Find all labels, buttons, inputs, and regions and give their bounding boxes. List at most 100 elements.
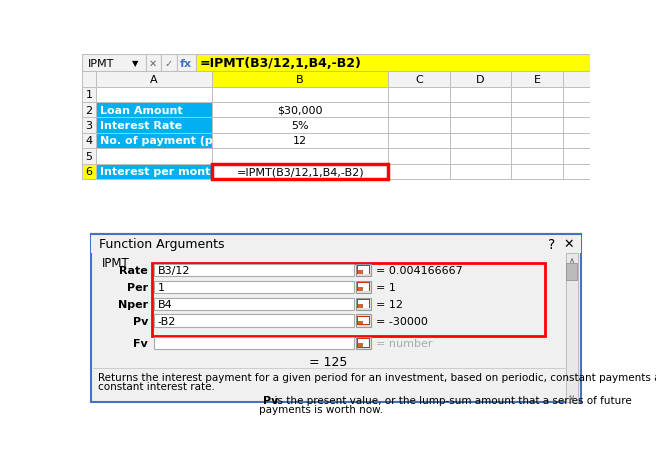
Bar <box>450 72 510 87</box>
Text: ∧: ∧ <box>569 255 575 264</box>
Bar <box>356 298 371 310</box>
Bar <box>450 134 510 149</box>
Bar <box>154 264 354 276</box>
Text: = 12: = 12 <box>376 299 403 309</box>
Bar <box>510 164 564 179</box>
Bar <box>358 339 369 347</box>
Text: 1: 1 <box>85 90 92 100</box>
Bar <box>510 149 564 164</box>
Bar <box>358 287 363 291</box>
Bar <box>96 72 212 87</box>
Bar <box>96 134 212 149</box>
Bar <box>565 253 578 403</box>
Bar <box>510 72 564 87</box>
Text: ✕: ✕ <box>564 238 574 251</box>
Bar <box>357 282 369 292</box>
Bar <box>564 164 590 179</box>
Text: Pv: Pv <box>262 395 278 405</box>
Bar <box>564 118 590 134</box>
Bar <box>96 149 212 164</box>
Text: ?: ? <box>548 237 555 251</box>
Text: 3: 3 <box>85 121 92 131</box>
Bar <box>566 263 577 280</box>
Bar <box>564 87 590 103</box>
Bar <box>357 339 369 348</box>
Text: = number: = number <box>376 338 432 348</box>
Text: 4: 4 <box>85 136 92 146</box>
Bar <box>212 164 388 179</box>
Bar <box>564 149 590 164</box>
Text: =IPMT(B3/12,1,B4,-B2): =IPMT(B3/12,1,B4,-B2) <box>200 57 361 70</box>
Text: D: D <box>476 75 485 84</box>
Bar <box>154 337 354 349</box>
Text: -B2: -B2 <box>158 316 176 326</box>
Bar <box>510 118 564 134</box>
Bar <box>357 266 369 275</box>
Text: E: E <box>533 75 541 84</box>
Text: Nper: Nper <box>117 299 148 309</box>
Text: Fv: Fv <box>133 338 148 348</box>
Bar <box>450 103 510 118</box>
Bar <box>212 149 388 164</box>
Bar <box>564 103 590 118</box>
Text: ✕: ✕ <box>149 59 157 68</box>
Bar <box>510 103 564 118</box>
Bar <box>212 118 388 134</box>
Bar <box>212 164 388 179</box>
Bar <box>91 235 581 253</box>
Text: $30,000: $30,000 <box>277 106 323 115</box>
Text: is the present value, or the lump-sum amount that a series of future: is the present value, or the lump-sum am… <box>268 395 632 405</box>
Text: 1: 1 <box>158 282 165 292</box>
Bar <box>388 134 450 149</box>
Bar <box>152 263 545 336</box>
Text: 2: 2 <box>85 106 92 115</box>
Bar <box>388 149 450 164</box>
Bar <box>388 164 450 179</box>
Bar <box>388 72 450 87</box>
Text: payments is worth now.: payments is worth now. <box>258 404 382 414</box>
Bar <box>96 87 212 103</box>
Text: fx: fx <box>180 59 192 68</box>
Bar <box>82 164 96 179</box>
Text: = 125: = 125 <box>309 355 348 368</box>
Bar <box>356 281 371 293</box>
Text: Function Arguments: Function Arguments <box>99 238 224 251</box>
Bar <box>358 321 363 325</box>
Bar <box>564 72 590 87</box>
Bar <box>450 149 510 164</box>
Bar <box>358 283 369 291</box>
Text: ∨: ∨ <box>569 392 575 401</box>
Bar <box>358 266 369 274</box>
Text: 5%: 5% <box>291 121 309 131</box>
Text: 6: 6 <box>85 167 92 177</box>
Bar <box>212 134 388 149</box>
Text: Returns the interest payment for a given period for an investment, based on peri: Returns the interest payment for a given… <box>98 372 656 382</box>
Bar <box>357 316 369 325</box>
Text: B: B <box>297 75 304 84</box>
Bar <box>82 55 146 72</box>
Bar <box>450 164 510 179</box>
Bar <box>82 149 96 164</box>
Text: ✓: ✓ <box>165 59 173 68</box>
Bar <box>358 343 363 347</box>
Text: Per: Per <box>127 282 148 292</box>
Bar <box>450 118 510 134</box>
Bar <box>161 55 176 72</box>
Text: 5: 5 <box>85 151 92 162</box>
Bar <box>154 298 354 310</box>
Bar <box>358 317 369 325</box>
Text: Interest per month: Interest per month <box>100 167 218 177</box>
Bar <box>82 103 96 118</box>
Bar <box>212 87 388 103</box>
Text: = 1: = 1 <box>376 282 396 292</box>
Bar <box>212 103 388 118</box>
Bar <box>176 55 196 72</box>
Bar <box>356 264 371 276</box>
Bar <box>96 103 212 118</box>
Text: No. of payment (period): No. of payment (period) <box>100 136 250 146</box>
Bar <box>564 134 590 149</box>
Bar <box>96 118 212 134</box>
Bar <box>358 270 363 274</box>
Bar <box>356 315 371 327</box>
Bar <box>154 281 354 293</box>
